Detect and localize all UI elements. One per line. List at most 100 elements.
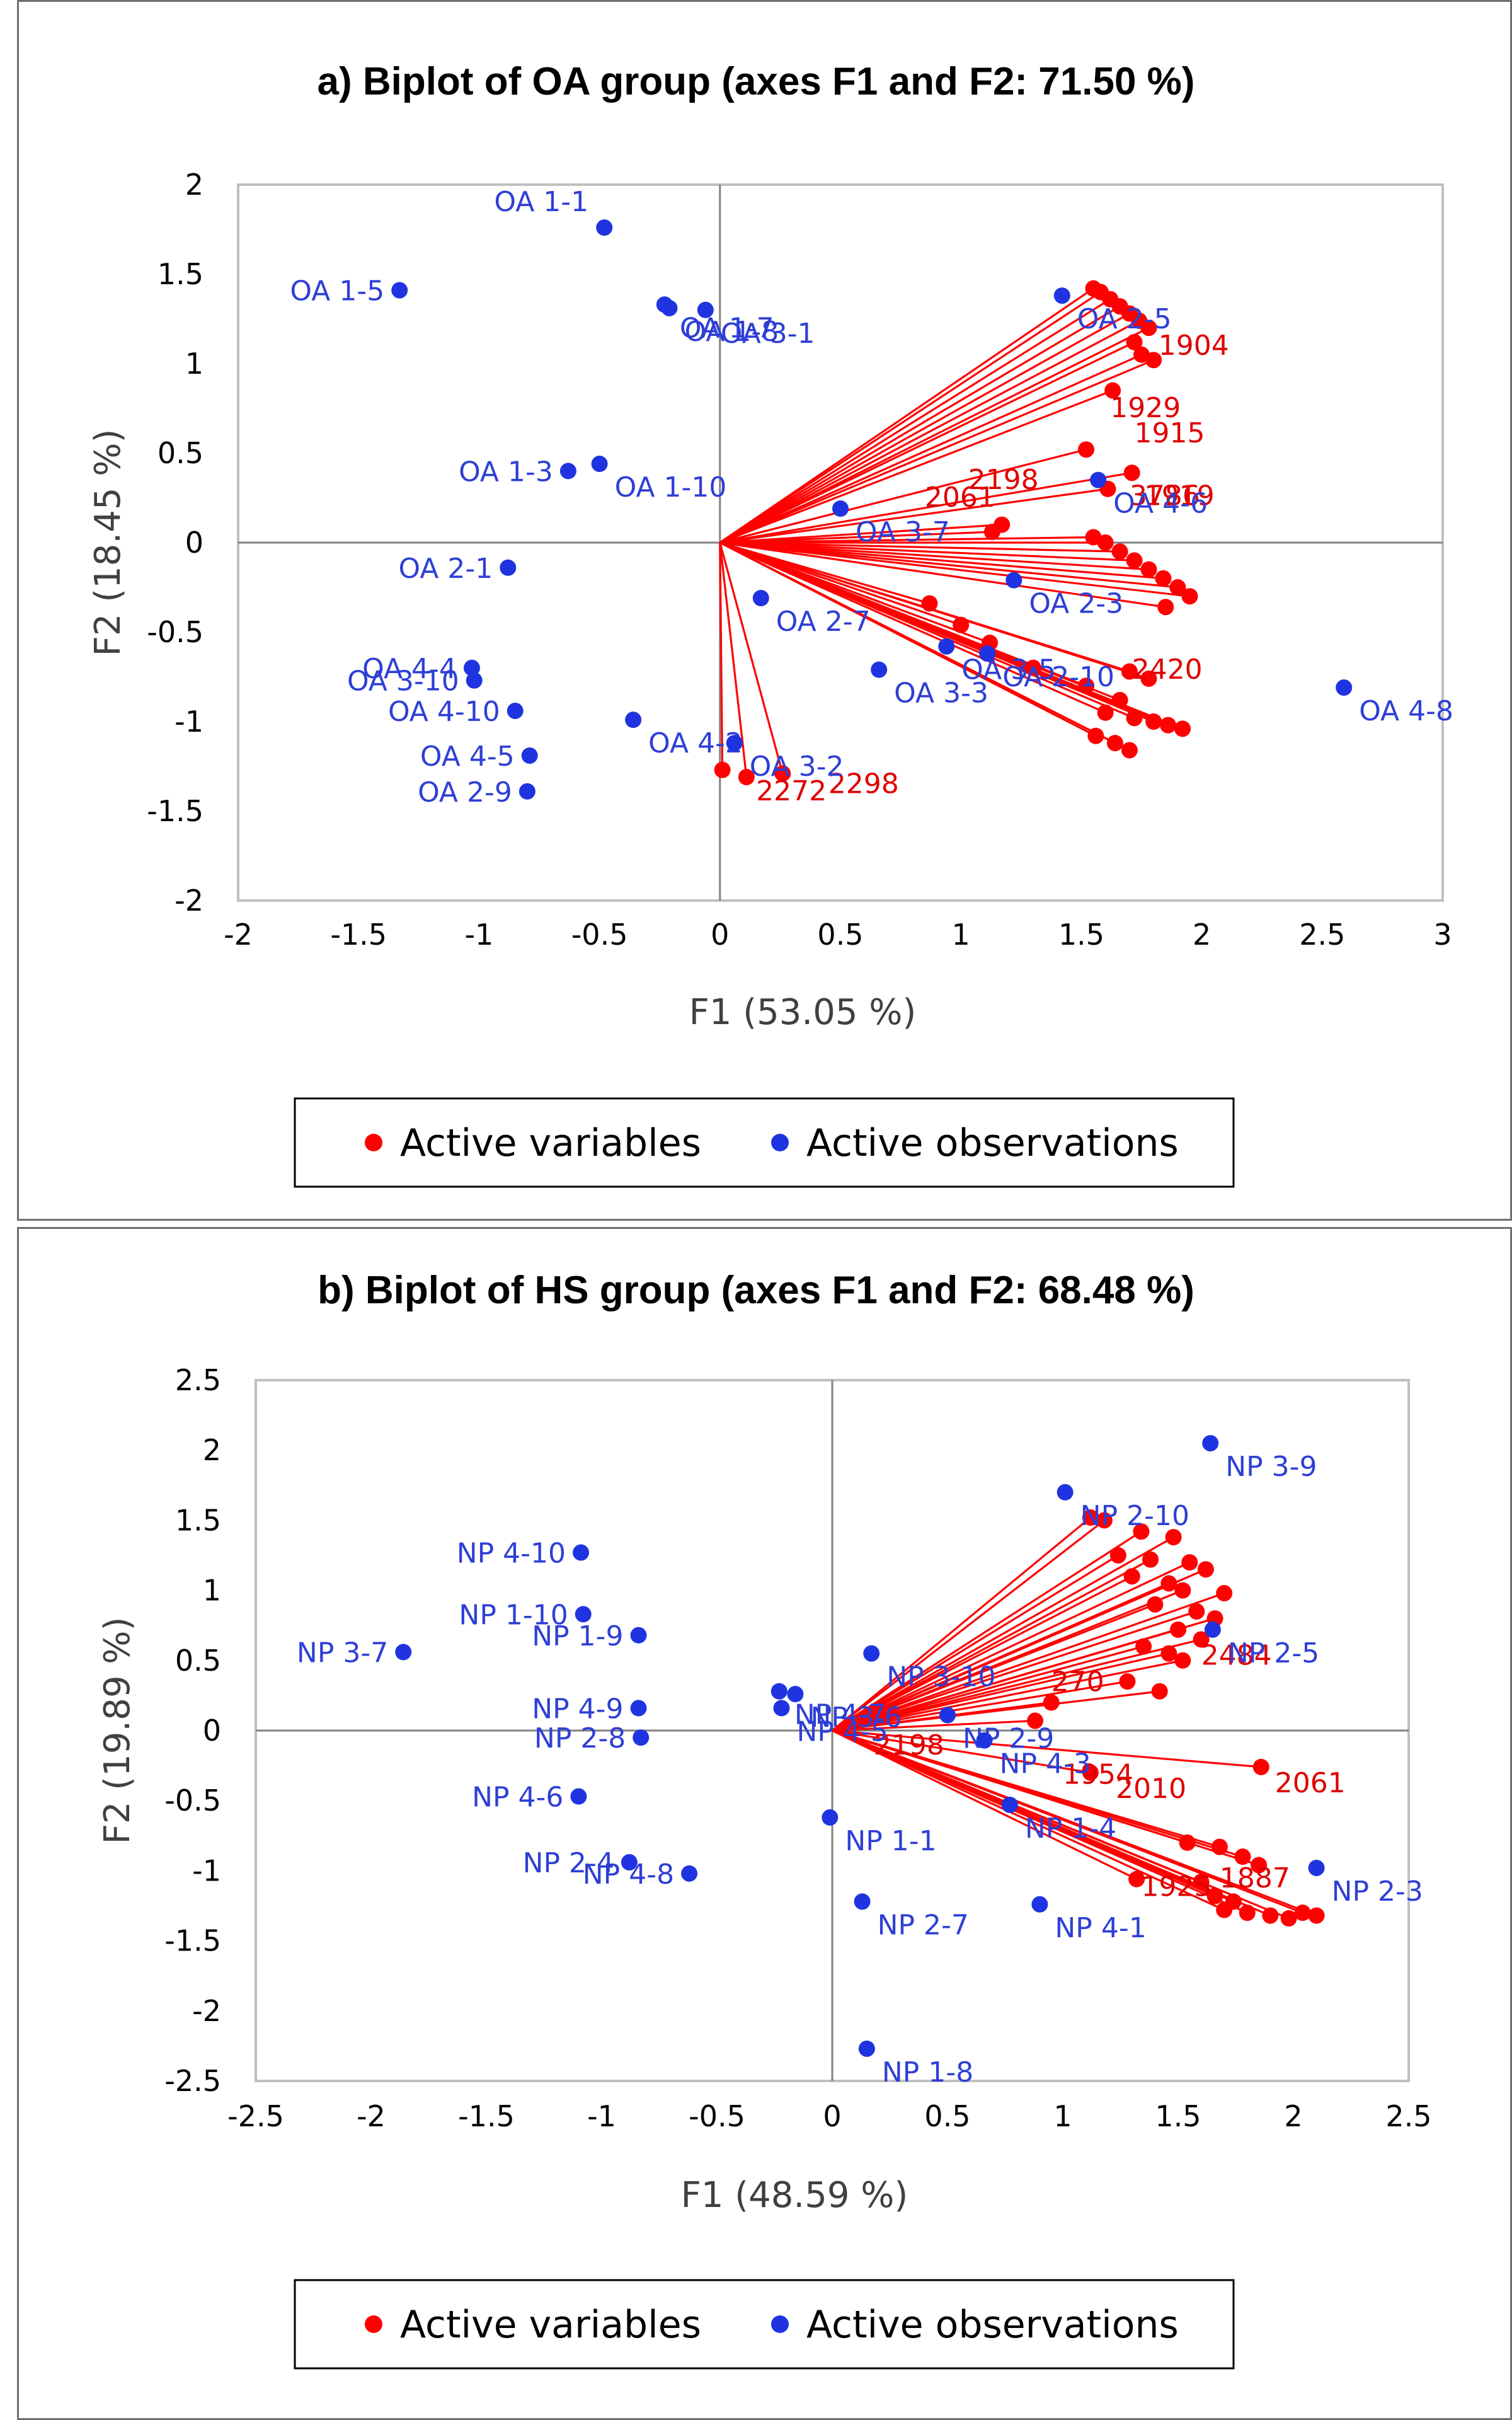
variable-vector-3786: [719, 488, 1108, 544]
variable-point-2480: [1160, 1645, 1177, 1662]
variable-vector-2512: [832, 1575, 1133, 1732]
y-tick-label: -2: [175, 884, 203, 918]
y-tick-label: 1.5: [175, 1503, 221, 1537]
variable-point-2268: [1151, 1683, 1168, 1700]
observation-point: [697, 301, 714, 318]
observation-label: OA 1-5: [290, 275, 384, 308]
variable-vector-1855: [719, 313, 1130, 544]
variable-label: 2061: [1275, 1767, 1346, 1799]
variable-vector-2382: [719, 541, 1130, 751]
y-tick-label: -2.5: [164, 2064, 221, 2098]
y-tick-label: -0.5: [164, 1783, 221, 1818]
y-tick-label: 1: [203, 1574, 221, 1608]
variable-vector-1862: [719, 305, 1121, 544]
variable-point-1904: [1234, 1848, 1251, 1865]
variable-vector-2490: [832, 1603, 1155, 1732]
observation-label: NP 4-6: [472, 1782, 563, 1814]
variable-vector-3830: [719, 541, 1166, 608]
observation-point: [752, 590, 769, 607]
observation-point: [518, 783, 536, 800]
variable-point-3763: [1111, 543, 1128, 560]
observation-label: NP 4-8: [583, 1858, 674, 1891]
x-tick-label: 2: [1193, 918, 1211, 952]
variable-vector-2480: [832, 1652, 1169, 1732]
variable-point-2264: [1027, 1712, 1044, 1729]
y-tick-label: -1.5: [164, 1924, 221, 1958]
observations: OA 1-1 OA 1-5 OA 1-7OA 1-8OA 3-1 OA 1-10 OA …: [290, 186, 1453, 809]
variable-point-2505: [1160, 1575, 1177, 1592]
variable-point-3756: [1140, 561, 1157, 578]
observation-label: OA 4-8: [1359, 695, 1453, 727]
x-tick-label: 0: [823, 2099, 841, 2133]
y-tick-label: 0.5: [175, 1644, 221, 1678]
variable-vector-2462: [719, 541, 1106, 714]
variable-point-2528: [1181, 1554, 1198, 1571]
observation-label: OA 1-10: [615, 471, 727, 504]
observation-point: [1090, 471, 1107, 488]
variable-label: 1904: [1159, 330, 1229, 362]
y-tick-label: 2: [185, 168, 203, 202]
observation-label: NP 2-10: [1080, 1500, 1189, 1532]
observation-label: NP 2-3: [1332, 1876, 1423, 1908]
legend-marker: [365, 1134, 382, 1151]
x-tick-label: 1: [952, 918, 970, 952]
variable-vector-2443: [719, 541, 1183, 730]
observation-point: [681, 1865, 698, 1882]
variable-point-2478: [1174, 1652, 1191, 1669]
variable-point-2440: [1024, 659, 1041, 676]
y-tick-label: -1.5: [147, 794, 203, 828]
variable-point-1915: [1078, 441, 1095, 458]
variable-label: 1915: [1135, 417, 1205, 449]
variable-point-2554: [921, 595, 938, 612]
variable-point-2061: [1252, 1758, 1269, 1775]
observation-point: [1204, 1621, 1221, 1638]
variable-point-1954: [1082, 1764, 1099, 1781]
y-tick-label: 2: [203, 1433, 221, 1467]
observation-point: [871, 661, 888, 678]
variable-point-2382: [1121, 742, 1138, 759]
variable-point-2488: [1188, 1603, 1205, 1620]
legend-marker: [365, 2315, 382, 2333]
variable-vector-1850: [832, 1729, 1317, 1917]
observation-label: OA 3-1: [721, 318, 815, 350]
variable-vector-2198: [719, 524, 1002, 544]
variable-vector-2061: [832, 1729, 1261, 1768]
observation-point: [770, 1683, 788, 1700]
variable-vector-1830: [719, 298, 1111, 544]
observation-label: OA 1-1: [494, 186, 588, 218]
observation-point: [938, 638, 955, 655]
variable-point-1900: [1251, 1857, 1268, 1874]
x-axis-title: F1 (53.05 %): [689, 992, 917, 1033]
y-axis-title: F2 (19.89 %): [97, 1617, 138, 1845]
variable-vector-3756: [719, 541, 1149, 571]
variable-vector-1850: [719, 354, 1142, 544]
variable-label: 1925: [1141, 1870, 1211, 1903]
variable-vector-2478: [832, 1659, 1183, 1732]
variable-point-1929: [1104, 382, 1121, 399]
variable-point-2447: [1160, 717, 1177, 734]
variable-point-2551: [1133, 1523, 1150, 1540]
observation-label: OA 2-1: [398, 553, 493, 585]
variable-label: 3786: [1130, 480, 1200, 512]
observation-point: [507, 702, 524, 719]
observation-label: OA 2-7: [776, 606, 871, 638]
observation-point: [630, 1627, 647, 1644]
variable-vector-3815: [719, 541, 1190, 597]
observation-label: OA 1-8: [684, 316, 779, 348]
variable-vector-2298: [719, 542, 784, 774]
variable-vector-3748: [719, 541, 1178, 589]
observation-point: [573, 1544, 590, 1561]
variable-point-2276: [738, 769, 755, 786]
x-tick-label: -0.5: [689, 2099, 745, 2133]
chart-title: a) Biplot of OA group (axes F1 and F2: 7…: [318, 60, 1195, 103]
variable-point-2363: [1106, 735, 1123, 752]
variable-point-1855: [1294, 1904, 1311, 1922]
variable-vector-1904: [719, 359, 1154, 544]
variable-vector-2061: [719, 531, 992, 544]
x-tick-label: -2: [224, 918, 253, 952]
x-tick-label: -1.5: [458, 2099, 515, 2133]
observation-point: [570, 1788, 587, 1805]
variable-label: 2420: [1132, 654, 1203, 686]
x-axis-title: F1 (48.59 %): [681, 2175, 908, 2216]
